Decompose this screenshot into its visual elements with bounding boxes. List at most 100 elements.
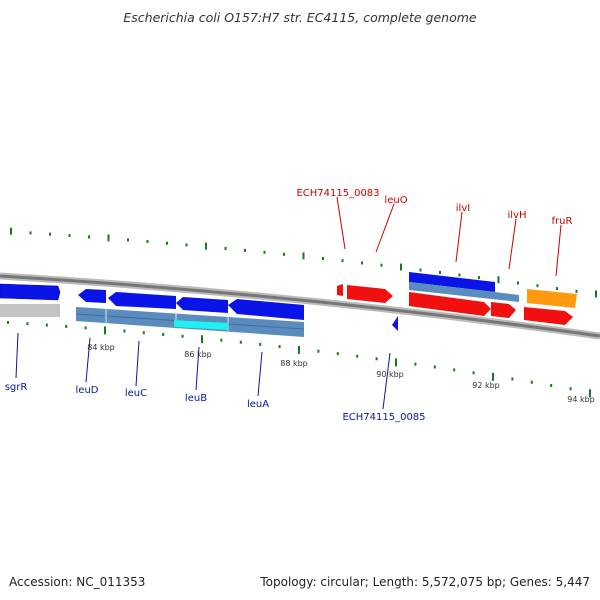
lower-tick [259, 342, 262, 346]
tick-label-86kbp: 86 kbp [184, 350, 212, 359]
tick-label-92kbp: 92 kbp [472, 381, 500, 390]
upper-tick [400, 263, 402, 271]
label-sgrR[interactable]: sgrR [5, 382, 28, 393]
upper-tick-track [10, 227, 597, 298]
upper-tick [244, 248, 246, 252]
lower-tick [142, 331, 145, 335]
upper-tick [127, 238, 129, 242]
label-leuB[interactable]: leuB [185, 393, 207, 404]
gene-leuC[interactable] [108, 292, 176, 309]
label-fruR[interactable]: fruR [552, 216, 573, 227]
upper-tick [439, 270, 441, 274]
gene-fruR[interactable] [524, 289, 577, 325]
lower-tick [375, 357, 378, 361]
upper-tick [458, 273, 461, 277]
tick-label-88kbp: 88 kbp [280, 359, 308, 368]
upper-tick [263, 250, 266, 254]
tick-label-90kbp: 90 kbp [376, 370, 404, 379]
upper-tick [146, 240, 149, 244]
upper-tick [205, 242, 207, 250]
upper-tick [166, 241, 168, 245]
upper-tick [283, 252, 285, 256]
map-title: Escherichia coli O157:H7 str. EC4115, co… [123, 10, 477, 25]
lower-tick [104, 326, 106, 335]
lower-tick [492, 372, 494, 381]
lower-tick [162, 332, 165, 336]
lower-tick [123, 329, 126, 333]
upper-tick [302, 252, 305, 260]
lower-tick [356, 354, 359, 358]
kbp-tick-labels: 84 kbp 86 kbp 88 kbp 90 kbp 92 kbp 94 kb… [87, 343, 595, 404]
lower-tick [336, 352, 339, 356]
lower-tick [511, 377, 514, 381]
gene-ilvH[interactable] [491, 302, 516, 318]
gene-ilvI[interactable] [409, 272, 519, 316]
lower-tick [472, 371, 475, 375]
gene-leuA[interactable] [228, 299, 304, 320]
gene-ECH74115_0083[interactable] [337, 284, 343, 296]
upper-tick [322, 256, 324, 260]
tick-label-84kbp: 84 kbp [87, 343, 115, 352]
genome-backbone [0, 272, 600, 340]
lower-tick [453, 368, 456, 372]
lower-tick [298, 345, 300, 354]
lower-tick [278, 345, 281, 349]
upper-tick [29, 231, 32, 235]
lower-tick [239, 340, 242, 344]
lower-tick [589, 389, 591, 398]
gene-leuB[interactable] [176, 297, 228, 313]
lower-tick [26, 322, 29, 326]
tick-label-94kbp: 94 kbp [567, 395, 595, 404]
lower-tick [84, 326, 87, 330]
upper-tick [88, 235, 90, 239]
upper-tick [497, 276, 500, 284]
label-ECH74115_0085[interactable]: ECH74115_0085 [342, 412, 425, 423]
lower-tick [569, 387, 572, 391]
upper-tick [10, 227, 12, 235]
lower-tick [7, 320, 9, 324]
label-leuD[interactable]: leuD [76, 385, 99, 396]
accession-text: Accession: NC_011353 [9, 575, 146, 589]
upper-tick [595, 290, 597, 298]
cds-band-leu [75, 307, 305, 337]
label-ilvI[interactable]: ilvI [456, 203, 470, 214]
lower-tick [550, 383, 553, 387]
lower-tick [414, 362, 417, 366]
lower-tick [45, 323, 48, 327]
upper-tick [49, 232, 51, 236]
upper-tick [556, 287, 558, 291]
gene-ECH74115_0085[interactable] [392, 316, 398, 331]
upper-tick [68, 234, 71, 238]
topology-text: Topology: circular; Length: 5,572,075 bp… [260, 575, 590, 589]
lower-tick [395, 358, 397, 367]
upper-tick [341, 259, 344, 263]
upper-tick [478, 276, 480, 280]
upper-tick [185, 243, 188, 247]
upper-tick [224, 246, 227, 250]
lower-tick [530, 380, 533, 384]
label-leuO[interactable]: leuO [384, 195, 407, 206]
lower-tick [181, 334, 184, 338]
lower-tick-track [7, 320, 591, 398]
lower-tick [433, 365, 436, 369]
lower-tick [317, 349, 320, 353]
lower-tick [220, 338, 223, 342]
top-gene-labels: ECH74115_0083 leuO ilvI ilvH fruR [296, 188, 572, 227]
gene-sgrR[interactable] [0, 283, 61, 317]
label-leuA[interactable]: leuA [247, 399, 269, 410]
lower-tick [201, 335, 203, 344]
upper-tick [419, 268, 422, 272]
bottom-gene-labels: sgrR leuD leuC leuB leuA ECH74115_0085 [5, 382, 426, 423]
gene-leuD[interactable] [78, 289, 106, 303]
lower-tick [65, 324, 68, 328]
upper-tick [107, 234, 110, 242]
upper-tick [380, 263, 383, 267]
gene-leuO[interactable] [347, 285, 393, 303]
upper-tick [361, 261, 363, 265]
upper-tick [575, 289, 578, 293]
label-ilvH[interactable]: ilvH [508, 210, 527, 221]
upper-tick [536, 284, 539, 288]
label-leuC[interactable]: leuC [125, 388, 147, 399]
label-ECH74115_0083[interactable]: ECH74115_0083 [296, 188, 379, 199]
